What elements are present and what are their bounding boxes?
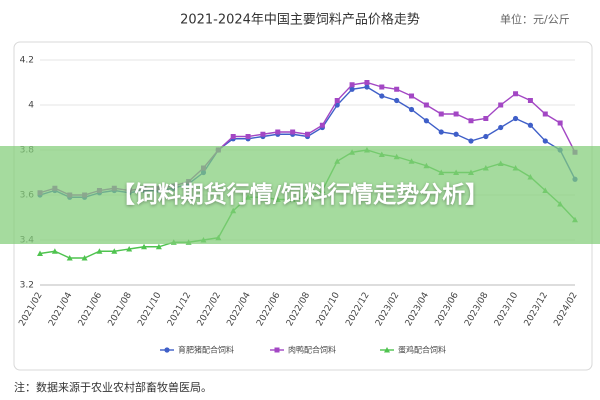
chart-title: 2021-2024年中国主要饲料产品价格走势	[180, 12, 420, 28]
marker	[164, 347, 170, 353]
marker	[260, 131, 266, 137]
legend-label: 蛋鸡配合饲料	[398, 345, 446, 355]
marker	[409, 93, 415, 99]
x-tick-label: 2022/06	[255, 291, 282, 329]
x-tick-label: 2021/08	[107, 291, 134, 329]
x-tick-label: 2021/04	[47, 291, 74, 329]
x-tick-label: 2023/10	[493, 291, 520, 329]
marker	[527, 122, 534, 128]
marker	[498, 124, 504, 131]
marker	[290, 129, 296, 135]
x-tick-label: 2023/04	[404, 291, 431, 329]
y-tick-label: 4.2	[20, 56, 34, 66]
marker	[394, 97, 400, 104]
marker	[274, 347, 280, 353]
marker	[483, 116, 489, 121]
y-tick-label: 3.2	[20, 281, 34, 291]
marker	[423, 102, 429, 108]
marker	[155, 243, 162, 250]
marker	[453, 131, 459, 137]
x-tick-label: 2022/10	[315, 291, 342, 329]
x-tick-label: 2023/02	[374, 291, 401, 328]
x-tick-label: 2022/02	[196, 291, 223, 328]
marker	[111, 248, 118, 254]
marker	[319, 122, 325, 128]
marker	[349, 86, 355, 92]
marker	[423, 118, 429, 124]
x-tick-label: 2022/08	[285, 291, 312, 329]
y-tick-label: 4	[28, 101, 34, 111]
marker	[483, 133, 489, 140]
x-tick-label: 2022/12	[344, 291, 371, 328]
marker	[126, 246, 133, 252]
x-tick-label: 2021/02	[17, 291, 44, 328]
marker	[305, 131, 310, 137]
marker	[468, 118, 474, 124]
legend-label: 育肥猪配合饲料	[178, 345, 234, 355]
marker	[512, 115, 519, 122]
x-tick-label: 2021/06	[77, 291, 104, 329]
marker	[408, 106, 415, 113]
marker	[379, 93, 385, 99]
marker	[542, 111, 548, 117]
x-tick-label: 2023/08	[463, 291, 490, 329]
x-tick-label: 2023/12	[523, 291, 550, 328]
marker	[557, 120, 563, 126]
marker	[468, 138, 474, 144]
marker	[394, 86, 400, 92]
x-tick-label: 2023/06	[434, 291, 461, 329]
marker	[334, 98, 340, 103]
marker	[51, 248, 58, 254]
unit-label: 单位：元/公斤	[500, 12, 570, 26]
marker	[364, 84, 370, 90]
marker	[453, 111, 459, 117]
marker	[245, 134, 251, 139]
marker	[364, 80, 370, 85]
marker	[349, 82, 355, 88]
marker	[96, 248, 103, 254]
legend-label: 肉鸭配合饲料	[288, 345, 336, 355]
marker	[37, 250, 43, 256]
note: 注：数据来源于农业农村部畜牧兽医局。	[14, 380, 212, 394]
marker	[498, 102, 504, 108]
marker	[527, 98, 533, 103]
marker	[438, 129, 444, 135]
marker	[513, 91, 519, 97]
marker	[438, 111, 444, 117]
x-tick-label: 2021/10	[136, 291, 163, 329]
x-tick-label: 2021/12	[166, 291, 193, 328]
marker	[141, 243, 148, 250]
marker	[66, 255, 73, 261]
marker	[379, 84, 385, 90]
marker	[384, 347, 390, 353]
marker	[81, 255, 88, 261]
marker	[230, 134, 236, 139]
x-tick-label: 2024/02	[552, 291, 579, 328]
marker	[542, 138, 548, 144]
x-tick-label: 2022/04	[225, 291, 252, 329]
banner: 【饲料期货行情/饲料行情走势分析】	[0, 146, 600, 244]
marker	[275, 129, 281, 135]
